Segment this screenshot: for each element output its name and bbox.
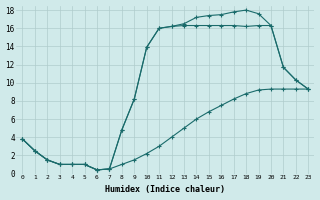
- X-axis label: Humidex (Indice chaleur): Humidex (Indice chaleur): [105, 185, 225, 194]
